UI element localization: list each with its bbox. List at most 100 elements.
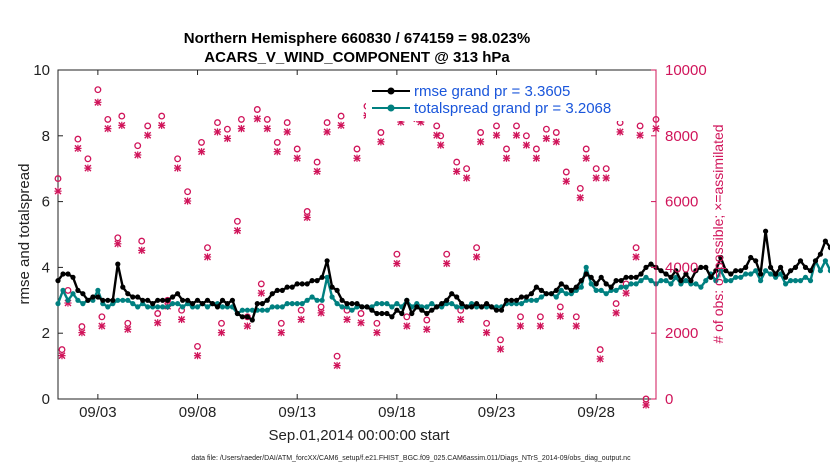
totalspread-point xyxy=(219,304,226,310)
obs-possible-marker xyxy=(84,155,92,163)
rmse-point xyxy=(384,310,390,317)
totalspread-point xyxy=(783,281,789,287)
obs-possible-marker xyxy=(393,250,401,258)
obs-assimilated-marker xyxy=(243,322,251,330)
rmse-point xyxy=(389,314,395,320)
obs-possible-marker xyxy=(154,310,162,317)
totalspread-point xyxy=(170,301,176,307)
rmse-point xyxy=(219,297,226,303)
obs-assimilated-marker xyxy=(373,329,381,337)
rmse-point xyxy=(738,268,744,274)
totalspread-point xyxy=(130,301,136,307)
obs-possible-marker xyxy=(253,106,261,113)
obs-possible-marker xyxy=(184,188,192,196)
obs-assimilated-marker xyxy=(313,167,321,176)
obs-assimilated-marker xyxy=(393,259,401,268)
obs-possible-marker xyxy=(552,129,560,136)
rmse-point xyxy=(623,274,629,280)
rmse-point xyxy=(459,301,465,307)
obs-assimilated-marker xyxy=(536,322,544,330)
rmse-point xyxy=(204,297,211,303)
rmse-point xyxy=(464,304,470,310)
rmse-point xyxy=(444,297,450,303)
rmse-point xyxy=(668,274,674,280)
obs-assimilated-marker xyxy=(377,138,385,146)
totalspread-point xyxy=(309,294,315,300)
rmse-point xyxy=(678,278,684,284)
obs-possible-marker xyxy=(174,155,182,163)
obs-possible-marker xyxy=(94,86,102,94)
rmse-point xyxy=(658,268,664,274)
left-tick-label: 10 xyxy=(33,62,50,79)
obs-possible-marker xyxy=(134,142,142,150)
totalspread-point xyxy=(578,284,584,290)
obs-possible-marker xyxy=(277,319,285,327)
rmse-point xyxy=(284,284,290,290)
obs-assimilated-marker xyxy=(592,174,600,182)
totalspread-point xyxy=(65,297,71,303)
rmse-point xyxy=(528,291,535,297)
totalspread-point xyxy=(753,268,759,274)
obs-assimilated-marker xyxy=(502,154,511,162)
rmse-point xyxy=(150,301,156,307)
obs-assimilated-marker xyxy=(492,131,501,139)
obs-possible-marker xyxy=(403,313,411,321)
rmse-point xyxy=(548,291,554,297)
totalspread-point xyxy=(613,287,619,293)
obs-possible-marker xyxy=(522,132,530,140)
rmse-point xyxy=(279,287,285,293)
rmse-point xyxy=(688,278,694,284)
rmse-point xyxy=(209,301,216,307)
obs-possible-marker xyxy=(297,306,305,314)
obs-assimilated-marker xyxy=(642,401,650,409)
obs-assimilated-marker xyxy=(54,187,62,195)
totalspread-point xyxy=(792,278,799,284)
obs-possible-marker xyxy=(218,319,225,327)
rmse-point xyxy=(155,297,161,303)
obs-assimilated-marker xyxy=(532,154,540,162)
obs-assimilated-marker xyxy=(98,322,106,330)
rmse-point xyxy=(249,317,255,323)
rmse-point xyxy=(414,304,420,310)
totalspread-point xyxy=(264,307,270,313)
obs-possible-marker xyxy=(214,119,221,127)
rmse-point xyxy=(140,297,146,303)
totalspread-point xyxy=(374,301,380,307)
totalspread-point xyxy=(758,278,764,284)
rmse-point xyxy=(224,301,230,307)
totalspread-point xyxy=(299,301,305,307)
obs-possible-marker xyxy=(333,352,341,360)
rmse-point xyxy=(503,297,510,303)
rmse-point xyxy=(613,278,619,284)
rmse-point xyxy=(538,287,545,293)
rmse-point xyxy=(663,271,669,277)
rmse-point xyxy=(479,304,485,310)
obs-assimilated-marker xyxy=(636,131,644,139)
obs-assimilated-marker xyxy=(58,352,66,360)
obs-possible-marker xyxy=(204,244,211,252)
rmse-point xyxy=(359,304,365,310)
totalspread-point xyxy=(95,287,101,293)
rmse-point xyxy=(319,274,325,280)
obs-possible-marker xyxy=(576,184,584,192)
totalspread-point xyxy=(533,297,540,303)
totalspread-point xyxy=(628,281,634,287)
obs-possible-marker xyxy=(493,122,500,130)
rmse-point xyxy=(110,297,116,303)
obs-assimilated-marker xyxy=(496,345,505,353)
totalspread-point xyxy=(175,301,181,307)
totalspread-point xyxy=(827,268,830,274)
x-axis-label: Sep.01,2014 00:00:00 start xyxy=(269,427,451,444)
rmse-point xyxy=(743,264,749,270)
rmse-point xyxy=(553,287,559,293)
rmse-point xyxy=(244,314,250,320)
rmse-point xyxy=(783,274,789,280)
rmse-point xyxy=(698,264,704,270)
obs-assimilated-marker xyxy=(273,148,281,156)
rmse-point xyxy=(763,228,769,234)
obs-assimilated-marker xyxy=(443,259,451,268)
totalspread-point xyxy=(304,297,310,303)
totalspread-point xyxy=(454,304,460,310)
rmse-point xyxy=(394,307,400,313)
rmse-point xyxy=(703,264,709,270)
